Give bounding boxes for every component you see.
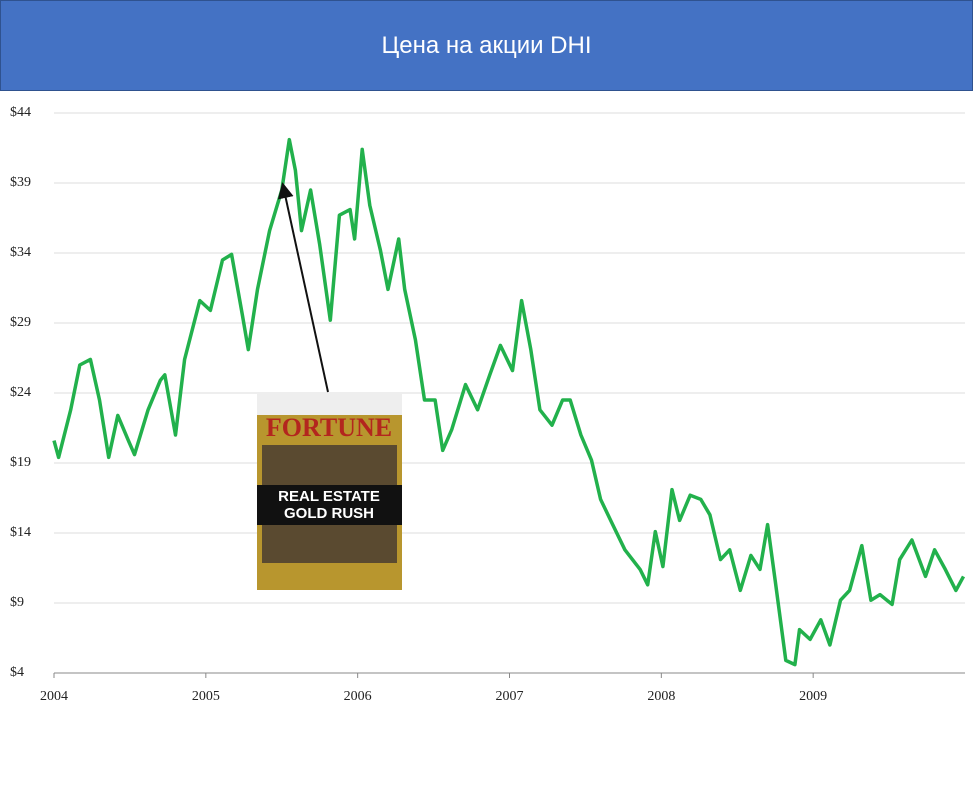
- cover-headline: GOLD RUSH: [284, 505, 374, 522]
- x-tick-label: 2004: [40, 689, 68, 704]
- y-tick-label: $29: [10, 315, 31, 330]
- y-tick-label: $24: [10, 385, 31, 400]
- x-tick-label: 2009: [799, 689, 827, 704]
- x-tick-label: 2006: [344, 689, 372, 704]
- cover-masthead: FORTUNE: [266, 413, 392, 442]
- y-tick-label: $39: [10, 175, 31, 190]
- y-tick-label: $19: [10, 455, 31, 470]
- y-tick-label: $34: [10, 245, 31, 260]
- arrow: [277, 182, 329, 393]
- cover-headline: REAL ESTATE: [278, 488, 380, 505]
- x-tick-label: 2008: [647, 689, 675, 704]
- header: Цена на акции DHI: [0, 0, 973, 91]
- y-tick-label: $44: [10, 105, 31, 120]
- cover-banner: [257, 485, 402, 525]
- y-tick-label: $9: [10, 595, 24, 610]
- cover-photo: [262, 445, 397, 485]
- y-tick-label: $4: [10, 665, 24, 680]
- price-line: [52, 137, 966, 667]
- magazine-cover: FORTUNE REAL ESTATE GOLD RUSH: [257, 182, 402, 590]
- x-tick-label: 2007: [496, 689, 524, 704]
- x-tick-label: 2005: [192, 689, 220, 704]
- cover-photo: [262, 525, 397, 563]
- cover-top: [257, 393, 402, 415]
- y-tick-label: $14: [10, 525, 31, 540]
